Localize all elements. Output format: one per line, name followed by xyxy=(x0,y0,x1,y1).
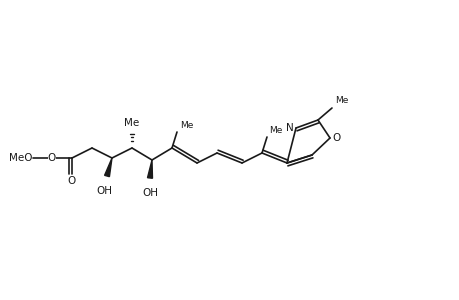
Text: O: O xyxy=(48,153,56,163)
Text: O: O xyxy=(331,133,340,143)
Text: OH: OH xyxy=(142,188,157,198)
Text: Me: Me xyxy=(124,118,140,128)
Polygon shape xyxy=(104,158,112,177)
Text: MeO: MeO xyxy=(10,153,33,163)
Text: Me: Me xyxy=(269,126,282,135)
Text: Me: Me xyxy=(179,121,193,130)
Text: OH: OH xyxy=(96,186,112,196)
Polygon shape xyxy=(147,160,152,178)
Text: O: O xyxy=(68,176,76,186)
Text: N: N xyxy=(285,123,293,133)
Text: Me: Me xyxy=(334,96,347,105)
